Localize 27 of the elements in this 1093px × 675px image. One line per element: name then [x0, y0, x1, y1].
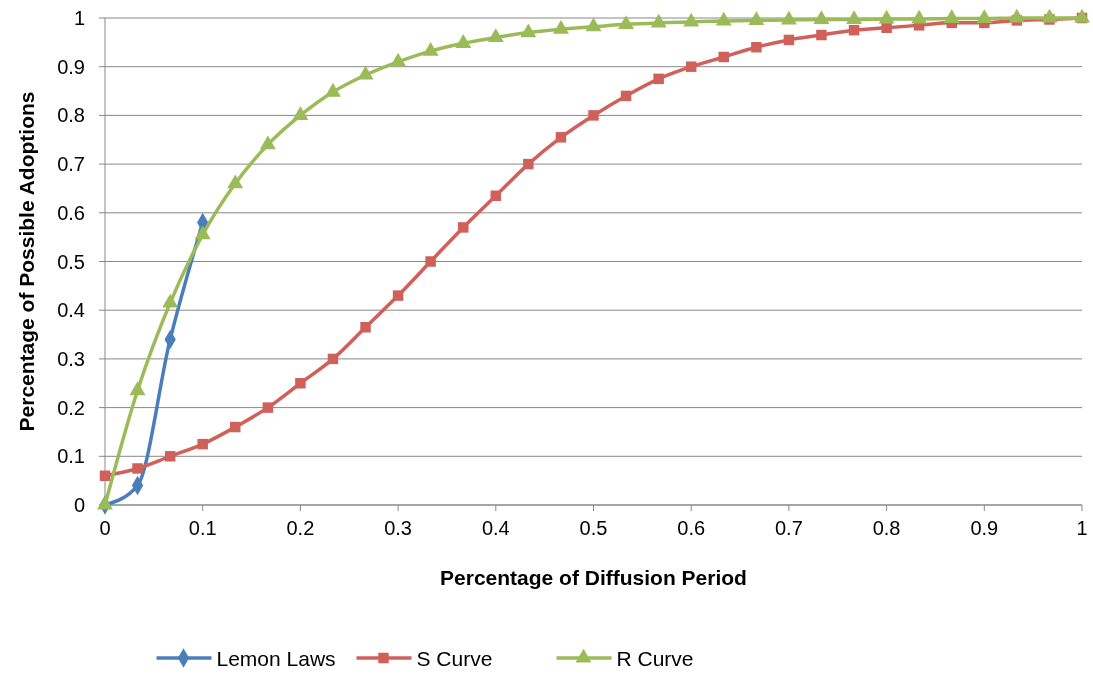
y-tick-label: 0.1: [57, 445, 85, 468]
x-tick-label: 0.5: [579, 517, 608, 539]
y-tick-label: 0.8: [57, 104, 85, 127]
x-tick-label: 0.1: [188, 517, 217, 539]
y-tick-label: 1: [73, 7, 85, 29]
x-tick-label: 0.7: [774, 517, 803, 539]
y-tick-label: 0.5: [57, 250, 85, 273]
x-tick-label: 0.9: [970, 517, 999, 539]
y-tick-label: 0.3: [57, 347, 85, 370]
x-tick-label: 0.4: [481, 517, 510, 539]
x-tick-label: 0: [99, 517, 111, 539]
x-axis-title: Percentage of Diffusion Period: [440, 566, 747, 589]
legend-label: Lemon Laws: [216, 647, 336, 670]
x-tick-label: 1: [1076, 517, 1088, 539]
x-tick-label: 0.8: [872, 517, 901, 539]
y-tick-label: 0.4: [57, 299, 85, 322]
y-tick-label: 0.2: [57, 396, 85, 419]
y-tick-label: 0: [73, 494, 85, 516]
legend-label: S Curve: [416, 647, 493, 670]
y-tick-label: 0.7: [57, 153, 85, 176]
y-axis-title: Percentage of Possible Adoptions: [15, 91, 38, 432]
y-tick-label: 0.6: [57, 201, 85, 224]
x-tick-label: 0.6: [677, 517, 706, 539]
y-tick-label: 0.9: [57, 55, 85, 78]
x-tick-label: 0.2: [286, 517, 315, 539]
legend-label: R Curve: [616, 647, 694, 670]
x-tick-label: 0.3: [384, 517, 413, 539]
